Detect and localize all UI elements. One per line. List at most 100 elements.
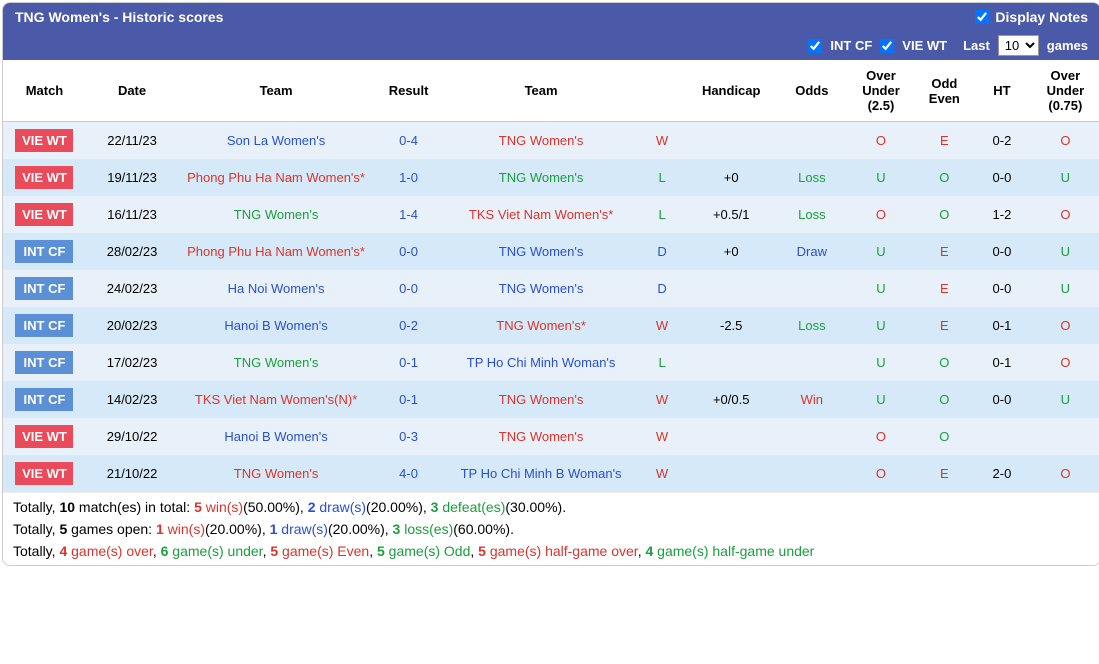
cell-team1[interactable]: TKS Viet Nam Women's(N)*	[178, 381, 374, 418]
s2-t1: games open:	[67, 521, 156, 537]
cell-date: 21/10/22	[86, 455, 178, 492]
games-count-select[interactable]: 10	[998, 35, 1039, 56]
cell-team1[interactable]: Hanoi B Women's	[178, 418, 374, 455]
cell-team1[interactable]: Phong Phu Ha Nam Women's*	[178, 159, 374, 196]
cell-result: 0-3	[374, 418, 443, 455]
cell-team1[interactable]: Hanoi B Women's	[178, 307, 374, 344]
table-body: VIE WT22/11/23Son La Women's0-4TNG Women…	[3, 122, 1099, 493]
table-row[interactable]: VIE WT29/10/22Hanoi B Women's0-3TNG Wome…	[3, 418, 1099, 455]
cell-team2[interactable]: TP Ho Chi Minh B Woman's	[443, 455, 639, 492]
table-row[interactable]: INT CF14/02/23TKS Viet Nam Women's(N)*0-…	[3, 381, 1099, 418]
cell-oe: E	[916, 307, 974, 344]
table-row[interactable]: VIE WT22/11/23Son La Women's0-4TNG Women…	[3, 122, 1099, 160]
s3-even-t: game(s) Even	[278, 543, 369, 559]
cell-odds: Win	[777, 381, 846, 418]
cell-odds	[777, 344, 846, 381]
cell-date: 14/02/23	[86, 381, 178, 418]
s2-c2: ,	[385, 521, 393, 537]
s3-even: 5	[270, 543, 278, 559]
cell-handicap	[685, 455, 777, 492]
cell-handicap	[685, 418, 777, 455]
s2-wins-t: win(s)	[164, 521, 205, 537]
cell-team2[interactable]: TNG Women's	[443, 122, 639, 160]
summary-line-3: Totally, 4 game(s) over, 6 game(s) under…	[13, 540, 1090, 562]
table-row[interactable]: INT CF28/02/23Phong Phu Ha Nam Women's*0…	[3, 233, 1099, 270]
col-oe: Odd Even	[916, 60, 974, 122]
header-controls: Display Notes	[975, 9, 1088, 25]
cell-date: 22/11/23	[86, 122, 178, 160]
table-row[interactable]: VIE WT16/11/23TNG Women's1-4TKS Viet Nam…	[3, 196, 1099, 233]
cell-team2[interactable]: TNG Women's	[443, 381, 639, 418]
filter-viewt-label: VIE WT	[902, 38, 947, 53]
cell-ou25: O	[846, 122, 915, 160]
cell-match: VIE WT	[3, 418, 86, 455]
col-match: Match	[3, 60, 86, 122]
cell-ou25: O	[846, 418, 915, 455]
table-row[interactable]: INT CF 17/02/23TNG Women's 0-1 TP Ho Chi Mi…	[3, 344, 1099, 381]
cell-team1[interactable]: Ha Noi Women's	[178, 270, 374, 307]
s2-draws-t: draw(s)	[277, 521, 328, 537]
col-team1: Team	[178, 60, 374, 122]
col-ou25: Over Under (2.5)	[846, 60, 915, 122]
cell-oe: E	[916, 455, 974, 492]
cell-handicap: +0.5/1	[685, 196, 777, 233]
cell-team1[interactable]: Phong Phu Ha Nam Women's*	[178, 233, 374, 270]
cell-match: INT CF	[3, 270, 86, 307]
cell-result: 0-4	[374, 122, 443, 160]
summary-line-2: Totally, 5 games open: 1 win(s)(20.00%),…	[13, 518, 1090, 540]
col-ht: HT	[973, 60, 1031, 122]
cell-result: 4-0	[374, 455, 443, 492]
cell-oe: O	[916, 159, 974, 196]
s1-wins-t: win(s)	[202, 499, 243, 515]
cell-odds	[777, 418, 846, 455]
filter-viewt-checkbox[interactable]	[880, 39, 894, 53]
cell-wld: D	[639, 233, 685, 270]
s3-over-t: game(s) over	[67, 543, 153, 559]
s1-draws-t: draw(s)	[315, 499, 366, 515]
cell-ht: 0-1	[973, 344, 1031, 381]
table-row[interactable]: INT CF20/02/23Hanoi B Women's0-2TNG Wome…	[3, 307, 1099, 344]
table-row[interactable]: VIE WT21/10/22TNG Women's4-0TP Ho Chi Mi…	[3, 455, 1099, 492]
cell-result: 1-4	[374, 196, 443, 233]
table-row[interactable]: INT CF24/02/23Ha Noi Women's0-0TNG Women…	[3, 270, 1099, 307]
cell-match: VIE WT	[3, 159, 86, 196]
cell-ou075: O	[1031, 455, 1099, 492]
cell-team1[interactable]: Son La Women's	[178, 122, 374, 160]
cell-team2[interactable]: TKS Viet Nam Women's*	[443, 196, 639, 233]
cell-date: 20/02/23	[86, 307, 178, 344]
cell-odds	[777, 122, 846, 160]
cell-team2[interactable]: TNG Women's	[443, 233, 639, 270]
cell-team2[interactable]: TNG Women's	[443, 418, 639, 455]
cell-ou075: U	[1031, 233, 1099, 270]
s3-hgover: 5	[478, 543, 486, 559]
display-notes-checkbox[interactable]	[975, 10, 989, 24]
s2-c1: ,	[262, 521, 270, 537]
cell-handicap	[685, 122, 777, 160]
cell-team2[interactable]: TP Ho Chi Minh Woman's	[443, 344, 639, 381]
s2-pre: Totally,	[13, 521, 59, 537]
cell-team1[interactable]: TNG Women's	[178, 196, 374, 233]
col-wld	[639, 60, 685, 122]
cell-date: 17/02/23	[86, 344, 178, 381]
cell-ou25: O	[846, 196, 915, 233]
cell-team2[interactable]: TNG Women's	[443, 270, 639, 307]
cell-date: 16/11/23	[86, 196, 178, 233]
s3-hgunder-t: game(s) half-game under	[653, 543, 814, 559]
panel-title: TNG Women's - Historic scores	[15, 9, 223, 25]
match-badge: INT CF	[15, 351, 73, 374]
s3-hgover-t: game(s) half-game over	[486, 543, 638, 559]
s1-wins-p: (50.00%)	[243, 499, 300, 515]
cell-team2[interactable]: TNG Women's	[443, 159, 639, 196]
cell-ht: 0-0	[973, 233, 1031, 270]
table-row[interactable]: VIE WT19/11/23Phong Phu Ha Nam Women's*1…	[3, 159, 1099, 196]
cell-wld: L	[639, 196, 685, 233]
cell-team1[interactable]: TNG Women's	[178, 344, 374, 381]
cell-match: INT CF	[3, 233, 86, 270]
cell-team2[interactable]: TNG Women's*	[443, 307, 639, 344]
filter-intcf-checkbox[interactable]	[808, 39, 822, 53]
cell-wld: W	[639, 381, 685, 418]
cell-ou075: O	[1031, 122, 1099, 160]
col-date: Date	[86, 60, 178, 122]
cell-ht: 0-2	[973, 122, 1031, 160]
cell-team1[interactable]: TNG Women's	[178, 455, 374, 492]
